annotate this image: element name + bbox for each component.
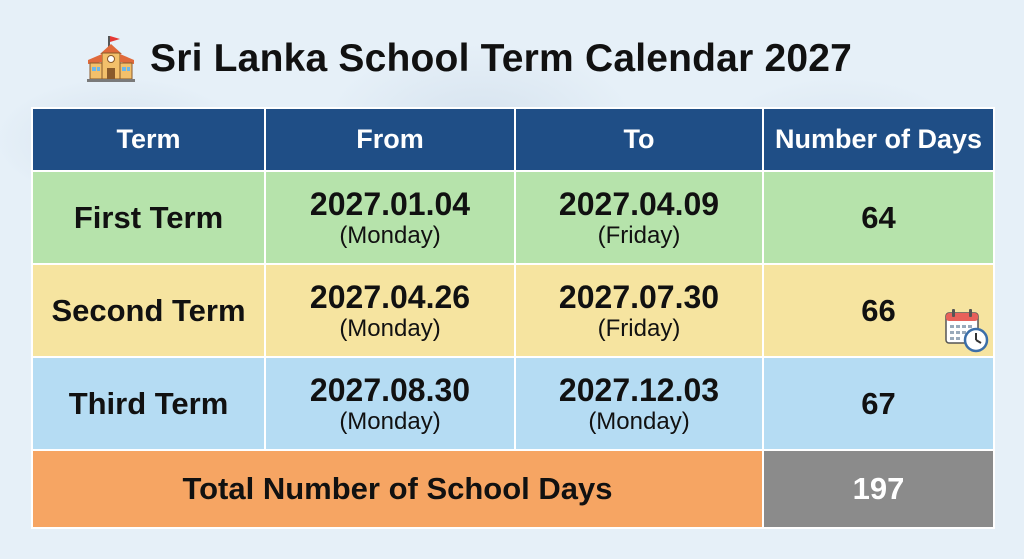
school-building-icon: [87, 36, 135, 82]
to-day: (Monday): [588, 407, 690, 435]
table-row: Second Term 2027.04.26 (Monday) 2027.07.…: [31, 263, 995, 358]
to-cell: 2027.07.30 (Friday): [514, 263, 764, 358]
to-cell: 2027.04.09 (Friday): [514, 170, 764, 265]
days-count: 64: [762, 170, 995, 265]
title-bar: Sri Lanka School Term Calendar 2027: [86, 34, 852, 84]
term-calendar-table: Term From To Number of Days First Term 2…: [31, 107, 995, 529]
term-name: First Term: [31, 170, 266, 265]
table-row: Third Term 2027.08.30 (Monday) 2027.12.0…: [31, 356, 995, 451]
from-cell: 2027.08.30 (Monday): [264, 356, 516, 451]
table-header-row: Term From To Number of Days: [31, 107, 995, 172]
page-title: Sri Lanka School Term Calendar 2027: [150, 37, 853, 80]
total-row: Total Number of School Days 197: [31, 449, 995, 529]
days-cell: 66: [762, 263, 995, 358]
header-to: To: [514, 107, 764, 172]
from-day: (Monday): [339, 221, 441, 249]
calendar-clock-icon: [945, 309, 989, 353]
header-term: Term: [31, 107, 266, 172]
from-cell: 2027.04.26 (Monday): [264, 263, 516, 358]
from-date: 2027.01.04: [309, 185, 471, 222]
to-cell: 2027.12.03 (Monday): [514, 356, 764, 451]
days-count: 66: [861, 292, 896, 328]
days-count: 67: [762, 356, 995, 451]
to-date: 2027.07.30: [558, 278, 720, 315]
to-day: (Friday): [597, 221, 681, 249]
from-cell: 2027.01.04 (Monday): [264, 170, 516, 265]
total-value: 197: [762, 449, 995, 529]
term-name: Third Term: [31, 356, 266, 451]
from-date: 2027.08.30: [309, 371, 471, 408]
term-name: Second Term: [31, 263, 266, 358]
from-date: 2027.04.26: [309, 278, 471, 315]
header-number-of-days: Number of Days: [762, 107, 995, 172]
table-row: First Term 2027.01.04 (Monday) 2027.04.0…: [31, 170, 995, 265]
from-day: (Monday): [339, 407, 441, 435]
from-day: (Monday): [339, 314, 441, 342]
to-day: (Friday): [597, 314, 681, 342]
to-date: 2027.04.09: [558, 185, 720, 222]
to-date: 2027.12.03: [558, 371, 720, 408]
header-from: From: [264, 107, 516, 172]
total-label: Total Number of School Days: [31, 449, 764, 529]
